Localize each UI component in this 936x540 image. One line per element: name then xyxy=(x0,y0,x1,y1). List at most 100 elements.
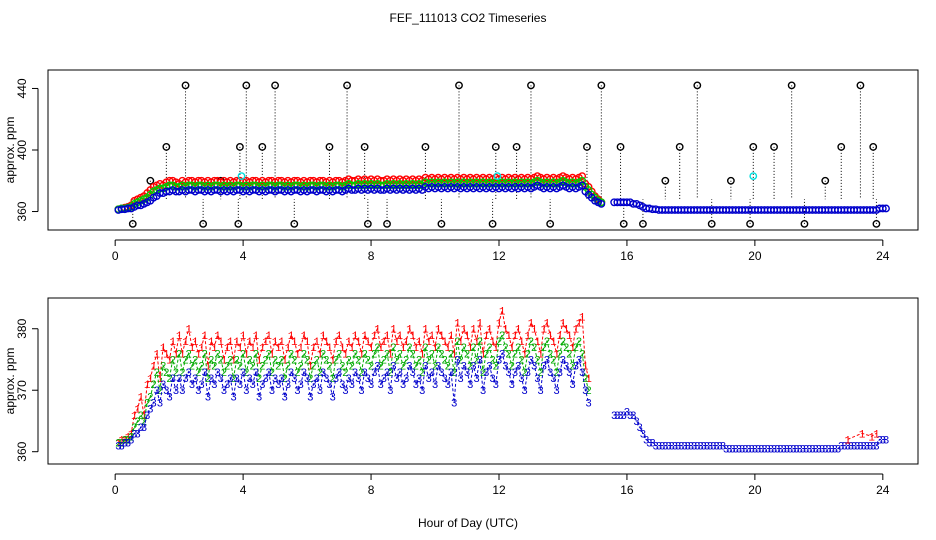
bottom-line-1-point: 1 xyxy=(518,337,525,349)
bottom-line-1-point: 1 xyxy=(400,343,407,355)
top-flags-point xyxy=(181,81,190,90)
bottom-line-3-point: 3 xyxy=(118,442,125,454)
bottom-line-1-point: 1 xyxy=(470,325,477,337)
bottom-line-1-point: 1 xyxy=(451,349,458,361)
bottom-line-2-point: 2 xyxy=(499,331,506,343)
bottom-line-1-point: 1 xyxy=(249,343,256,355)
bottom-line-evening-point: 3 xyxy=(812,445,819,457)
bottom-line-1-point: 1 xyxy=(256,355,263,367)
bottom-line-2-point: 2 xyxy=(365,355,372,367)
bottom-line-2-point: 2 xyxy=(262,355,269,367)
bottom-line-2-point: 2 xyxy=(269,368,276,380)
bottom-line-3-point: 3 xyxy=(333,374,340,386)
bottom-line-2-point: 2 xyxy=(387,368,394,380)
bottom-line-1-point: 1 xyxy=(473,337,480,349)
bottom-line-evening-line xyxy=(614,411,886,450)
bottom-line-3-point: 3 xyxy=(579,368,586,380)
bottom-line-2-point: 2 xyxy=(534,355,541,367)
bottom-line-3-point: 3 xyxy=(320,368,327,380)
bottom-line-2-point: 2 xyxy=(381,355,388,367)
bottom-line-3-point: 3 xyxy=(457,374,464,386)
top-flags-point xyxy=(199,219,208,228)
bottom-line-evening-point: 3 xyxy=(681,442,688,454)
bottom-line-1-point: 1 xyxy=(572,325,579,337)
bottom-line-1-point: 1 xyxy=(384,331,391,343)
bottom-line-2-point: 2 xyxy=(544,337,551,349)
bottom-line-1-point: 1 xyxy=(278,337,285,349)
bottom-line-3-point: 3 xyxy=(400,380,407,392)
bottom-y-axis-label: approx. ppm xyxy=(3,348,17,415)
bottom-line-2-point: 2 xyxy=(451,368,458,380)
top-data-marks xyxy=(114,81,890,228)
top-panel: approx. ppm 0 4 8 12 16 20 24 360 400 440 xyxy=(3,69,919,263)
bottom-line-3-point: 3 xyxy=(185,368,192,380)
bottom-line-2-point: 2 xyxy=(227,355,234,367)
bottom-line-3-point: 3 xyxy=(441,374,448,386)
bottom-line-2-point: 2 xyxy=(150,380,157,392)
bottom-line-2-point: 2 xyxy=(422,343,429,355)
bottom-line-2-point: 2 xyxy=(358,368,365,380)
top-flags-point xyxy=(421,143,430,151)
bottom-line-1-point: 1 xyxy=(291,337,298,349)
bottom-line-1-point: 1 xyxy=(560,319,567,331)
bottom-line-3-point: 3 xyxy=(419,386,426,398)
top-flags-point xyxy=(707,219,716,228)
bottom-line-2-point: 2 xyxy=(393,355,400,367)
bottom-line-2-point: 2 xyxy=(441,355,448,367)
bottom-line-3-point: 3 xyxy=(496,355,503,367)
bottom-line-evening-point: 3 xyxy=(768,445,775,457)
bottom-line-3-point: 3 xyxy=(365,374,372,386)
bottom-line-3-point: 3 xyxy=(147,405,154,417)
bottom-y-axis: 360 370 380 xyxy=(15,318,39,462)
bottom-line-1-point: 1 xyxy=(371,331,378,343)
bottom-line-2-point: 2 xyxy=(413,362,420,374)
bottom-line-3-point: 3 xyxy=(387,386,394,398)
top-flags-point xyxy=(821,176,830,185)
bottom-line-evening-point: 3 xyxy=(816,445,823,457)
bottom-line-3-point: 3 xyxy=(285,380,292,392)
bottom-line-2-point: 2 xyxy=(288,349,295,361)
top-flags-point xyxy=(787,81,796,90)
bottom-line-evening-point: 3 xyxy=(777,445,784,457)
bottom-line-2-point: 2 xyxy=(182,355,189,367)
bottom-line-2-point: 2 xyxy=(118,438,125,450)
bottom-line-1-point: 1 xyxy=(486,325,493,337)
bottom-line-3-point: 3 xyxy=(336,368,343,380)
bottom-line-evening-point: 3 xyxy=(624,408,631,420)
bottom-line-1-point: 1 xyxy=(227,337,234,349)
bottom-x-tick-label: 8 xyxy=(368,483,375,497)
top-cal-point xyxy=(237,172,246,181)
top-flags-point xyxy=(597,81,606,90)
bottom-line-3-point: 3 xyxy=(448,368,455,380)
bottom-line-2-point: 2 xyxy=(144,399,151,411)
bottom-line-3-point: 3 xyxy=(512,368,519,380)
bottom-line-evening-point: 3 xyxy=(611,411,618,423)
bottom-x-tick-label: 20 xyxy=(748,483,762,497)
bottom-line-1-point: 1 xyxy=(355,337,362,349)
bottom-line-1-point: 1 xyxy=(496,319,503,331)
bottom-line-1-point: 1 xyxy=(157,374,164,386)
bottom-line-2-point: 2 xyxy=(243,368,250,380)
top-flags-point xyxy=(491,143,500,151)
bottom-line-1-point: 1 xyxy=(214,331,221,343)
bottom-line-3-point: 3 xyxy=(406,362,413,374)
bottom-line-1-point: 1 xyxy=(265,331,272,343)
bottom-line-1-point: 1 xyxy=(333,337,340,349)
bottom-line-evening-point: 3 xyxy=(841,442,848,454)
bottom-line-3-point: 3 xyxy=(524,368,531,380)
bottom-line-3-point: 3 xyxy=(505,368,512,380)
top-flags-point xyxy=(583,143,591,151)
bottom-line-3-point: 3 xyxy=(432,380,439,392)
bottom-line-1-point: 1 xyxy=(189,343,196,355)
top-x-tick-label: 24 xyxy=(876,249,890,263)
bottom-line-evening-point: 3 xyxy=(784,445,791,457)
bottom-line-evening-point: 3 xyxy=(636,423,643,435)
top-cal-point xyxy=(493,172,502,181)
bottom-line-2-point: 2 xyxy=(476,337,483,349)
bottom-line-2-point: 2 xyxy=(128,432,135,444)
bottom-line-3-point: 3 xyxy=(480,386,487,398)
bottom-line-evening-point: 3 xyxy=(748,445,755,457)
bottom-line-1-point: 1 xyxy=(528,319,535,331)
bottom-x-tick-label: 16 xyxy=(620,483,634,497)
